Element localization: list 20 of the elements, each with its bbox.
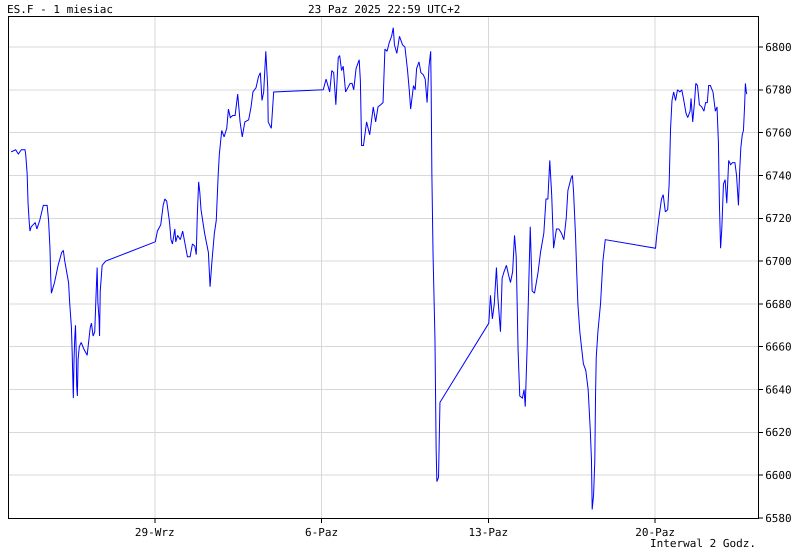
y-tick-label: 6800 (765, 40, 792, 54)
y-tick-label: 6780 (765, 84, 792, 97)
x-tick-label: 13-Paz (468, 526, 508, 540)
y-tick-label: 6600 (765, 469, 792, 482)
y-tick-label: 6640 (765, 383, 792, 396)
y-tick-label: 6580 (765, 512, 792, 525)
chart-title: ES.F - 1 miesiac (7, 3, 113, 16)
y-tick-label: 6620 (765, 426, 792, 440)
text: Interwal 2 Godz. (650, 537, 756, 550)
chart-subtitle: 23 Paz 2025 22:59 UTC+2 (308, 3, 460, 16)
y-tick-label: 6720 (765, 212, 792, 226)
x-tick-label: 20-Paz (635, 526, 675, 540)
y-tick-label: 6760 (765, 126, 792, 140)
y-tick-label: 6740 (765, 169, 792, 182)
x-tick-label: 6-Paz (304, 526, 338, 540)
y-tick-label: 6700 (765, 254, 792, 268)
line-series (10, 27, 748, 510)
y-tick-label: 6660 (765, 340, 792, 354)
y-tick-label: 6680 (765, 298, 792, 311)
x-tick-label: 29-Wrz (134, 526, 175, 540)
